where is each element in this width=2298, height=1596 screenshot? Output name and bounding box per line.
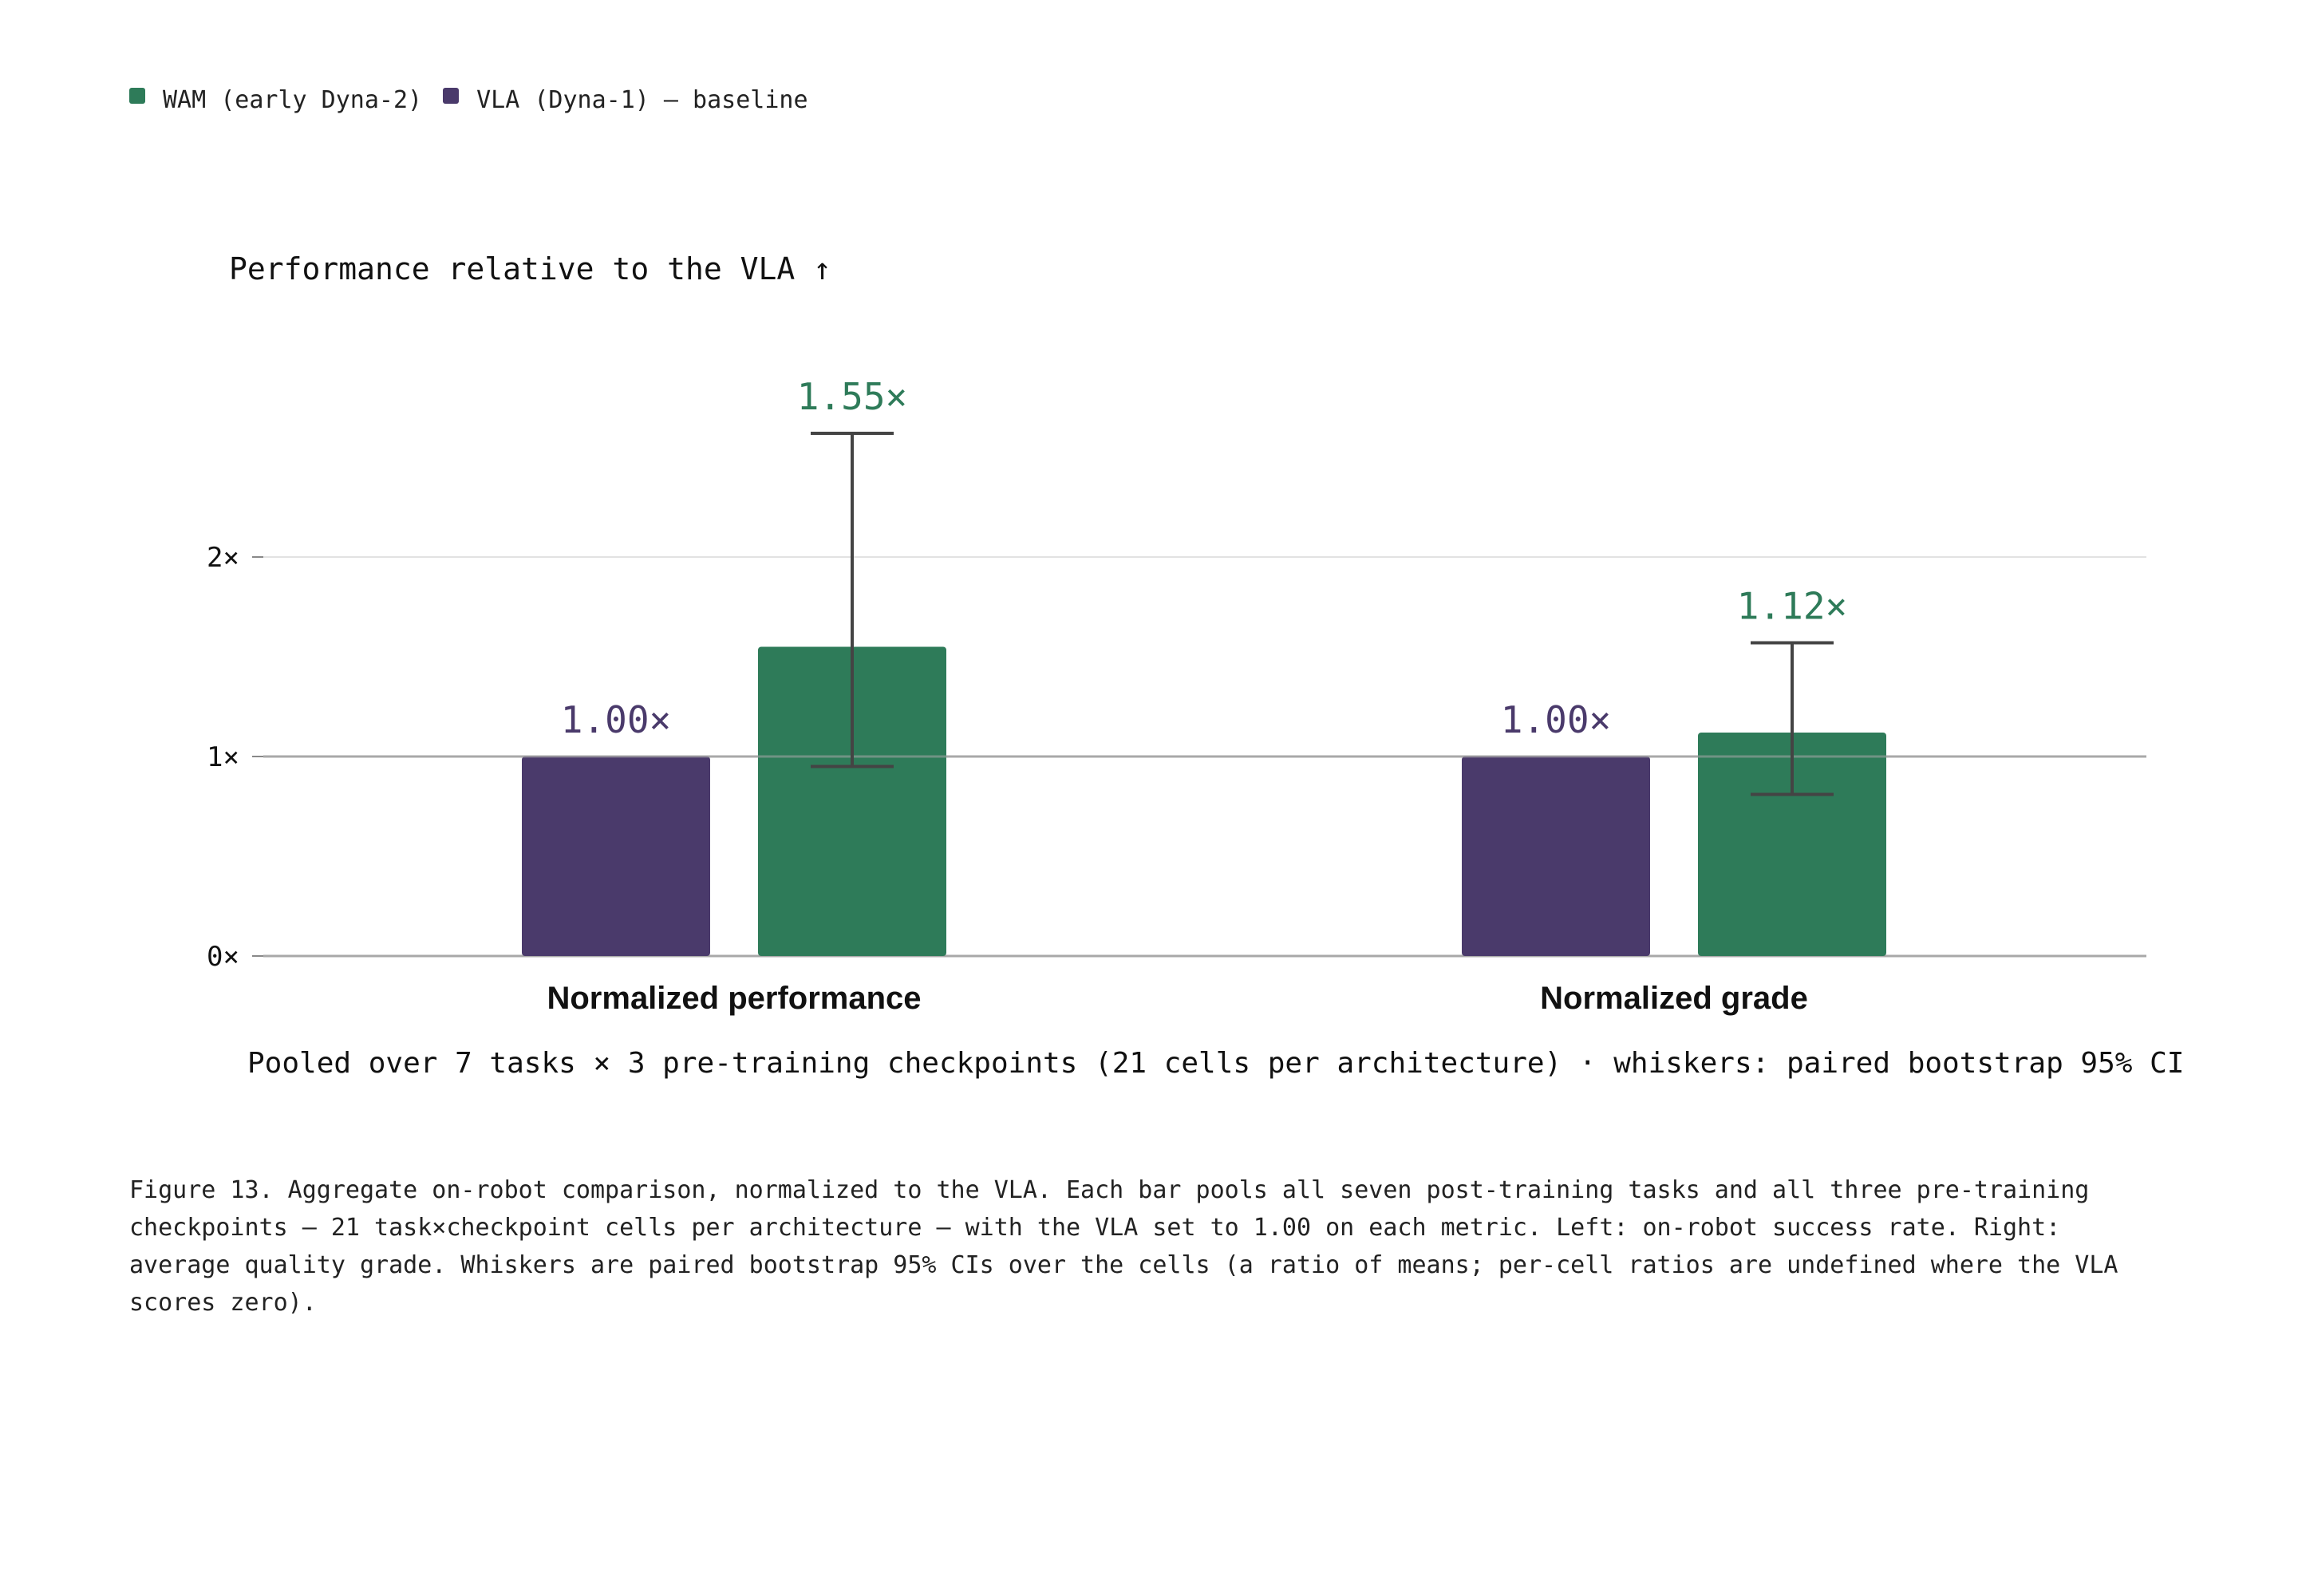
category-label-1: Normalized grade bbox=[1540, 981, 1808, 1016]
legend-label-wam: WAM (early Dyna-2) bbox=[163, 86, 423, 114]
legend-swatch-vla bbox=[443, 87, 460, 104]
error-bar-0 bbox=[811, 432, 894, 768]
bar-vla-0 bbox=[522, 757, 710, 956]
x-axis-categories: Normalized performance Normalized grade bbox=[547, 981, 1807, 1016]
ytick-label-2: 2× bbox=[207, 542, 239, 574]
legend-label-vla: VLA (Dyna-1) — baseline bbox=[476, 86, 808, 114]
data-label-wam-1: 1.12× bbox=[1737, 585, 1847, 628]
figure-caption: Figure 13. Aggregate on-robot comparison… bbox=[129, 1176, 2118, 1317]
chart-subtitle: Pooled over 7 tasks × 3 pre-training che… bbox=[247, 1047, 2184, 1080]
bar-wam-1 bbox=[1698, 733, 1886, 956]
ytick-label-0: 0× bbox=[207, 941, 239, 973]
bar-wam-0 bbox=[758, 646, 946, 956]
category-label-0: Normalized performance bbox=[547, 981, 921, 1016]
data-labels: 1.00× 1.55× 1.00× 1.12× bbox=[561, 375, 1847, 741]
chart-title: Performance relative to the VLA ↑ bbox=[229, 251, 831, 286]
y-axis-ticks: 0× 1× 2× bbox=[207, 542, 263, 973]
data-label-vla-0: 1.00× bbox=[561, 698, 671, 741]
data-label-wam-0: 1.55× bbox=[797, 375, 907, 418]
chart-legend: WAM (early Dyna-2) VLA (Dyna-1) — baseli… bbox=[129, 86, 829, 114]
error-bars bbox=[811, 432, 1834, 796]
bar-vla-1 bbox=[1462, 757, 1650, 956]
bar-chart: Performance relative to the VLA ↑ 0× 1× 2×… bbox=[207, 251, 2184, 1080]
bars bbox=[522, 646, 1886, 956]
legend-item-wam: WAM (early Dyna-2) bbox=[129, 86, 422, 114]
ytick-label-1: 1× bbox=[207, 741, 239, 773]
legend-item-vla: VLA (Dyna-1) — baseline bbox=[443, 86, 808, 114]
legend-swatch-wam bbox=[129, 87, 145, 104]
error-bar-1 bbox=[1751, 641, 1834, 796]
data-label-vla-1: 1.00× bbox=[1501, 698, 1611, 741]
